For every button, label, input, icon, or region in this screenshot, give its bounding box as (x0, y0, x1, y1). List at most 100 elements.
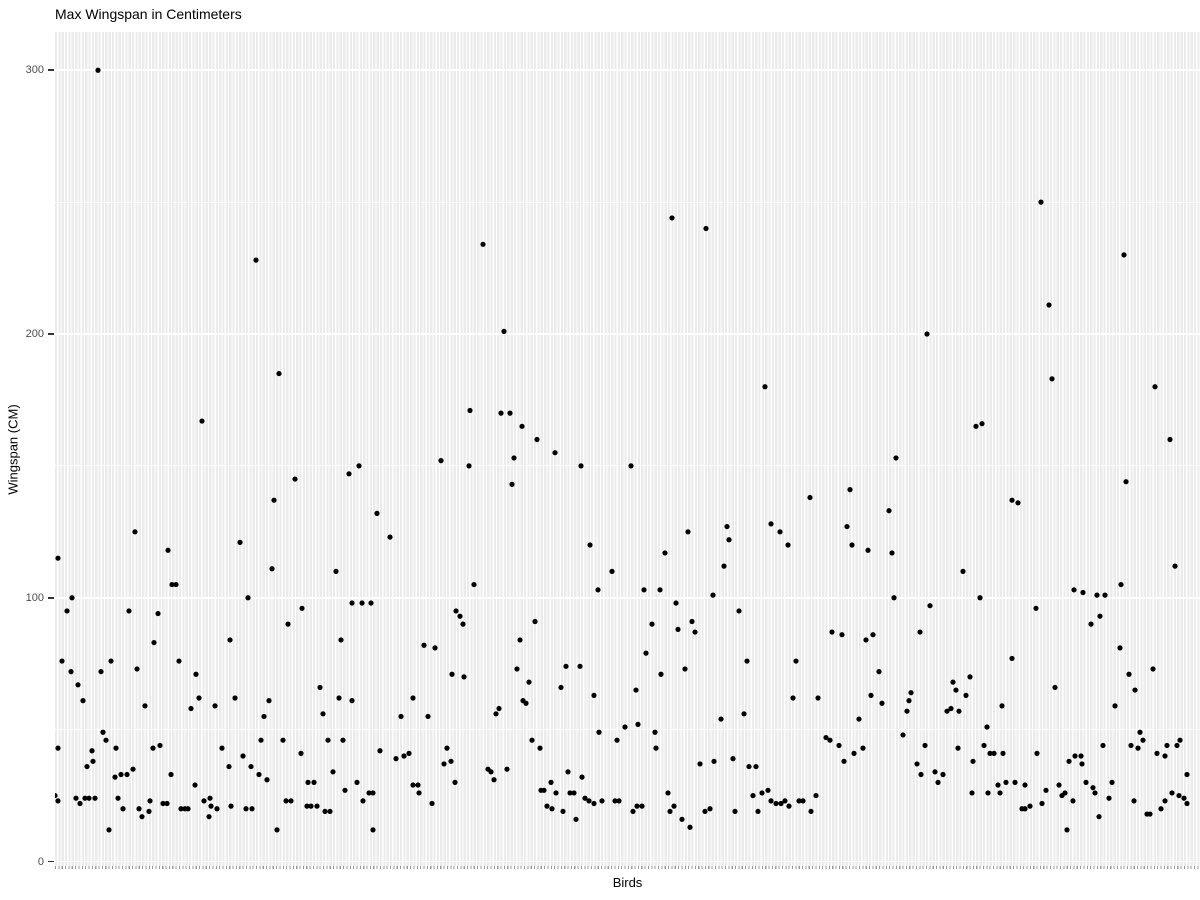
data-point (269, 566, 275, 572)
data-point (736, 608, 742, 614)
data-point (1135, 745, 1141, 751)
data-point (253, 257, 259, 263)
data-point (744, 658, 750, 664)
data-point (553, 790, 559, 796)
data-point (1164, 742, 1170, 749)
data-point (276, 370, 282, 377)
data-point (467, 407, 473, 414)
data-point (526, 679, 532, 685)
data-point (697, 761, 703, 767)
data-point (778, 800, 784, 807)
data-point (639, 803, 645, 809)
data-point (999, 703, 1005, 709)
data-point (1172, 563, 1178, 569)
data-point (496, 705, 502, 712)
data-point (410, 695, 416, 701)
x-axis-ticks (55, 866, 1200, 869)
data-point (1027, 803, 1033, 809)
data-point (876, 669, 882, 675)
data-point (1181, 795, 1187, 801)
data-point (370, 827, 376, 833)
data-point (1132, 687, 1138, 693)
data-point (573, 816, 579, 822)
data-point (1046, 302, 1052, 308)
data-point (950, 679, 956, 685)
data-point (565, 769, 571, 775)
data-point (948, 705, 954, 712)
data-point (151, 639, 157, 646)
data-point (702, 808, 708, 815)
data-point (1121, 252, 1127, 258)
data-point (425, 713, 431, 720)
data-point (285, 621, 291, 627)
data-point (991, 750, 997, 756)
data-point (707, 806, 713, 812)
data-point (981, 742, 987, 749)
data-point (997, 790, 1003, 796)
data-point (1102, 592, 1108, 598)
data-point (173, 581, 179, 588)
data-point (675, 626, 681, 633)
y-gridline-major (55, 69, 1200, 71)
y-axis-title-text: Wingspan (CM) (5, 403, 21, 495)
data-point (95, 67, 101, 73)
data-point (963, 692, 969, 698)
data-point (461, 674, 467, 680)
data-point (325, 737, 331, 743)
data-point (514, 666, 520, 672)
data-point (956, 708, 962, 714)
data-point (827, 737, 833, 743)
chart-title: Max Wingspan in Centimeters (55, 6, 242, 22)
y-gridline-minor (55, 729, 1200, 731)
data-point (366, 790, 372, 796)
data-point (577, 663, 583, 669)
data-point (1066, 758, 1072, 764)
data-point (977, 595, 983, 601)
data-point (1033, 605, 1039, 611)
data-point (493, 711, 499, 717)
data-point (108, 658, 114, 664)
data-point (768, 521, 774, 527)
data-point (401, 753, 407, 759)
data-point (168, 771, 174, 778)
data-point (662, 550, 668, 556)
data-point (258, 737, 264, 743)
data-point (765, 787, 771, 793)
data-point (596, 729, 602, 735)
data-point (730, 756, 736, 762)
data-point (305, 779, 311, 785)
data-point (836, 742, 842, 749)
data-point (746, 763, 752, 770)
data-point (410, 782, 416, 788)
data-point (261, 713, 267, 720)
data-point (314, 803, 320, 809)
data-point (1097, 613, 1103, 619)
data-point (541, 787, 547, 793)
data-point (1140, 737, 1146, 743)
data-point (1184, 800, 1190, 807)
data-point (374, 510, 380, 516)
data-point (491, 777, 497, 783)
data-point (807, 494, 813, 501)
data-point (669, 215, 675, 221)
y-axis-title: Wingspan (CM) (0, 32, 26, 866)
data-point (649, 621, 655, 627)
data-point (544, 803, 550, 809)
data-point (327, 808, 333, 815)
data-point (1009, 655, 1015, 662)
data-point (1079, 761, 1085, 767)
data-point (793, 658, 799, 664)
data-point (1162, 798, 1168, 804)
data-point (322, 808, 328, 815)
data-point (908, 690, 914, 696)
data-point (652, 729, 658, 735)
data-point (622, 724, 628, 730)
data-point (393, 756, 399, 762)
data-point (900, 732, 906, 738)
data-point (113, 745, 119, 751)
data-point (89, 748, 95, 754)
data-point (768, 798, 774, 804)
data-point (914, 761, 920, 767)
data-point (266, 698, 272, 704)
